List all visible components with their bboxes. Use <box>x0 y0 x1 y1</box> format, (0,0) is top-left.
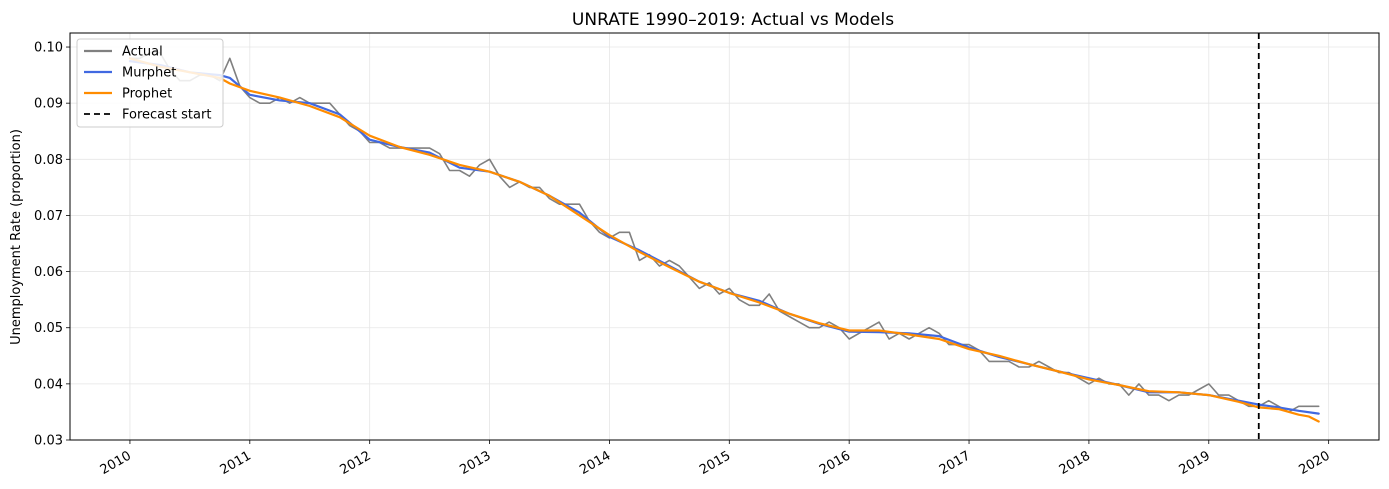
y-tick-label: 0.10 <box>34 41 63 56</box>
y-tick-label: 0.08 <box>34 153 63 168</box>
y-tick-label: 0.06 <box>34 265 63 280</box>
grid <box>70 33 1379 441</box>
y-tick-label: 0.09 <box>34 97 63 112</box>
legend-label: Murphet <box>122 66 176 81</box>
legend-label: Forecast start <box>122 108 211 123</box>
y-axis: 0.03 0.04 0.05 0.06 0.07 0.08 0.09 0.10 <box>34 41 70 449</box>
chart-title: UNRATE 1990–2019: Actual vs Models <box>572 10 894 30</box>
y-tick-label: 0.07 <box>34 209 63 224</box>
legend-label: Prophet <box>122 87 172 102</box>
y-tick-label: 0.05 <box>34 321 63 336</box>
legend-box <box>76 38 224 128</box>
y-axis-label: Unemployment Rate (proportion) <box>9 129 24 345</box>
legend-label: Actual <box>122 45 163 60</box>
series-layer <box>128 51 1320 423</box>
y-tick-label: 0.03 <box>34 434 63 449</box>
legend: Actual Murphet Prophet Forecast start <box>76 38 224 128</box>
y-tick-label: 0.04 <box>34 377 63 392</box>
series-line-prophet <box>128 57 1320 423</box>
plot-frame <box>69 32 1380 441</box>
